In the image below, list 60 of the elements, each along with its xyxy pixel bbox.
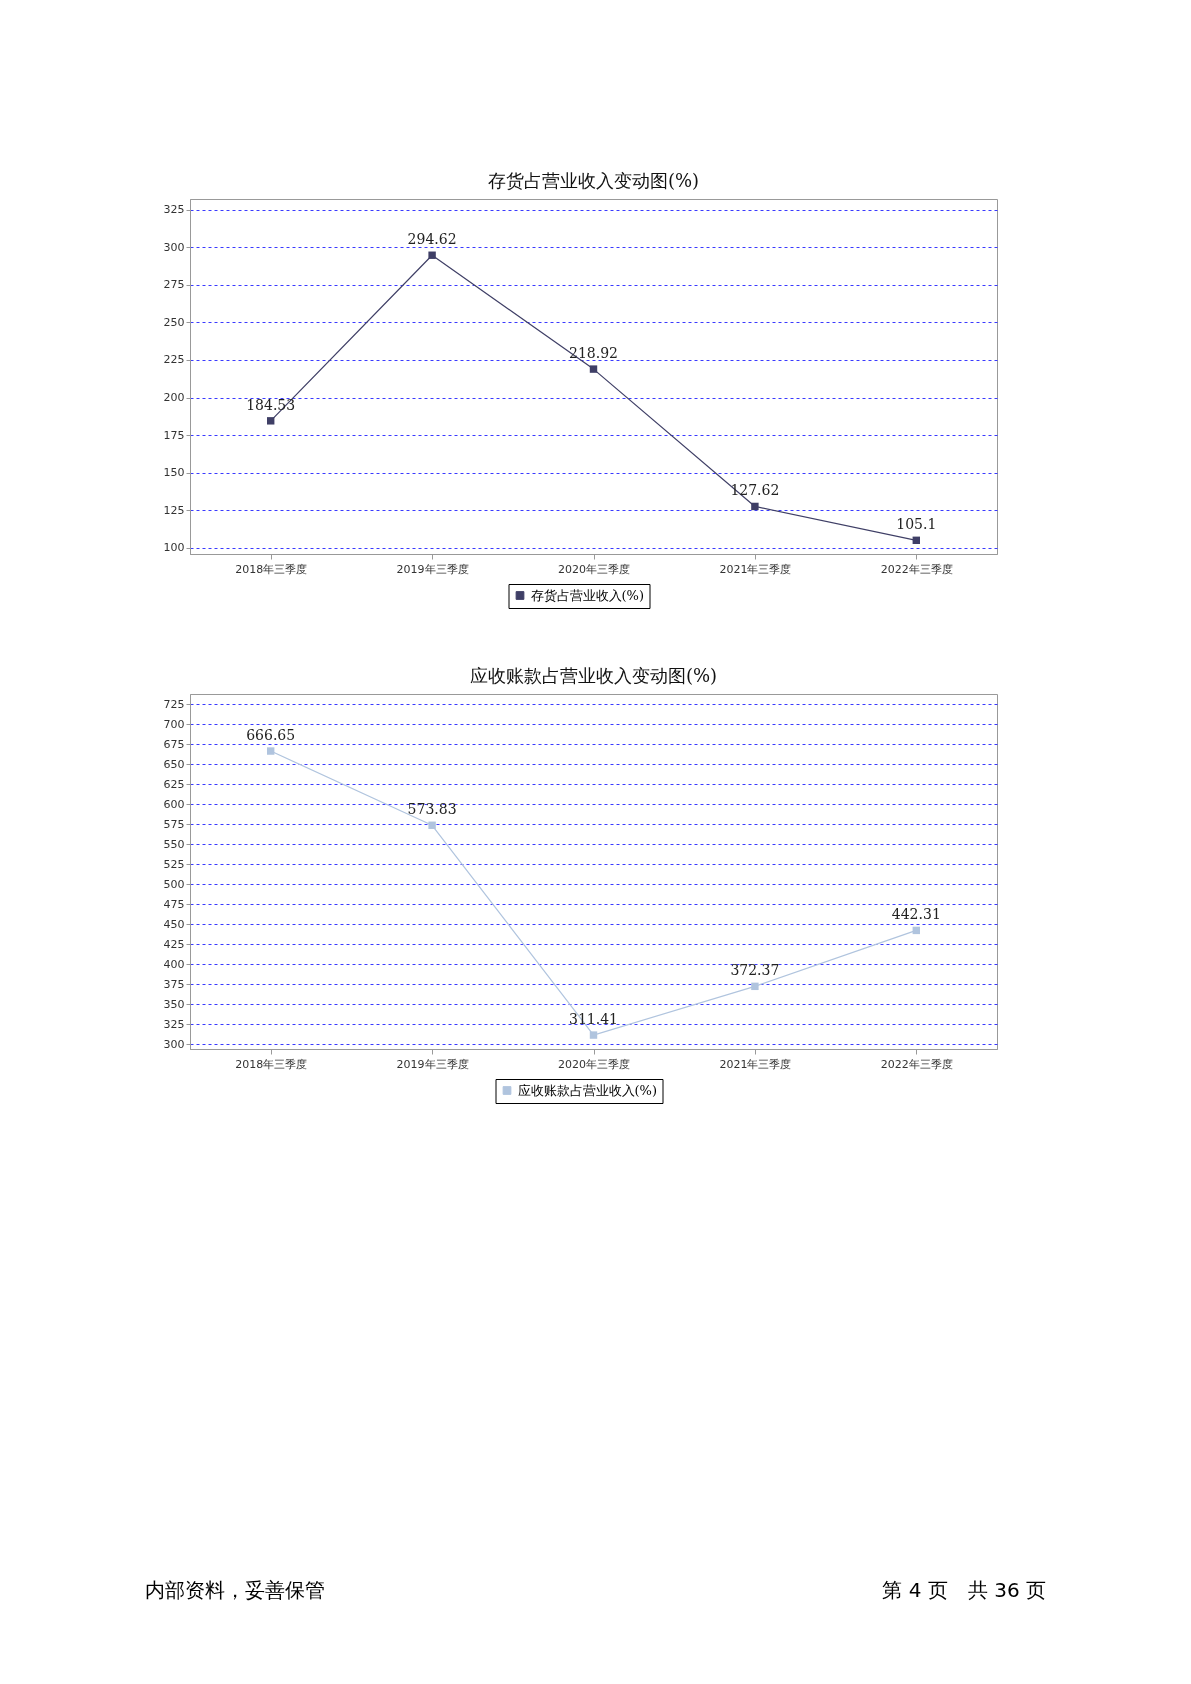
y-tick-label: 400 [163,957,185,971]
point [751,982,759,991]
x-tick-label: 2019年三季度 [396,1057,469,1071]
point [751,502,759,511]
y-tick-label: 550 [163,837,185,851]
data-label: 573.83 [407,801,457,818]
x-tick-label: 2021年三季度 [719,562,792,576]
y-tick-label: 300 [163,1037,185,1051]
x-tick-label: 2019年三季度 [396,562,469,576]
data-label: 218.92 [569,345,618,362]
data-label: 372.37 [730,962,780,979]
y-tick-label: 525 [163,857,185,871]
y-tick-label: 250 [163,315,185,329]
x-tick-label: 2021年三季度 [719,1057,792,1071]
y-tick-label: 275 [163,278,185,292]
point [266,747,275,755]
y-tick-label: 325 [163,1017,185,1031]
chart-title: 应收账款占营业收入变动图(%) [469,665,718,686]
y-tick-label: 575 [163,817,185,831]
y-tick-label: 325 [163,203,185,217]
point [428,821,436,829]
point [589,1031,598,1039]
data-label: 666.65 [246,727,296,744]
y-tick-label: 125 [163,503,185,517]
y-tick-label: 200 [163,391,185,405]
y-tick-label: 650 [163,757,185,771]
y-tick-label: 450 [163,917,185,931]
text: 内部资料，妥善保管 [145,1577,325,1604]
data-label: 442.31 [891,906,941,923]
x-tick-label: 2018年三季度 [235,562,308,576]
legend-label: 存货占营业收入(%) [530,587,644,603]
y-tick-label: 500 [163,877,185,891]
y-tick-label: 425 [163,937,185,951]
y-tick-label: 225 [163,353,185,367]
y-tick-label: 375 [163,977,185,991]
point [428,251,436,259]
point [266,417,275,425]
x-tick-label: 2022年三季度 [880,562,953,576]
y-tick-label: 700 [163,717,185,731]
point [589,365,598,373]
x-tick-label: 2020年三季度 [558,562,630,576]
legend-label: 应收账款占营业收入(%) [517,1082,657,1098]
x-tick-label: 2022年三季度 [880,1057,953,1071]
y-tick-label: 625 [163,777,185,791]
data-label: 294.62 [407,231,457,248]
chart-title: 存货占营业收入变动图(%) [487,170,700,191]
y-tick-label: 475 [163,897,185,911]
y-tick-label: 600 [163,797,185,811]
y-tick-label: 350 [163,997,185,1011]
y-tick-label: 725 [163,697,185,711]
data-label: 105.1 [896,516,937,533]
y-tick-label: 675 [163,737,185,751]
y-tick-label: 300 [163,240,185,254]
y-tick-label: 150 [163,466,185,480]
data-label: 311.41 [569,1011,618,1028]
x-tick-label: 2018年三季度 [235,1057,308,1071]
x-tick-label: 2020年三季度 [558,1057,630,1071]
y-tick-label: 100 [163,541,185,555]
text: 第 4 页 共 36 页 [882,1577,1046,1604]
y-tick-label: 175 [163,428,185,442]
